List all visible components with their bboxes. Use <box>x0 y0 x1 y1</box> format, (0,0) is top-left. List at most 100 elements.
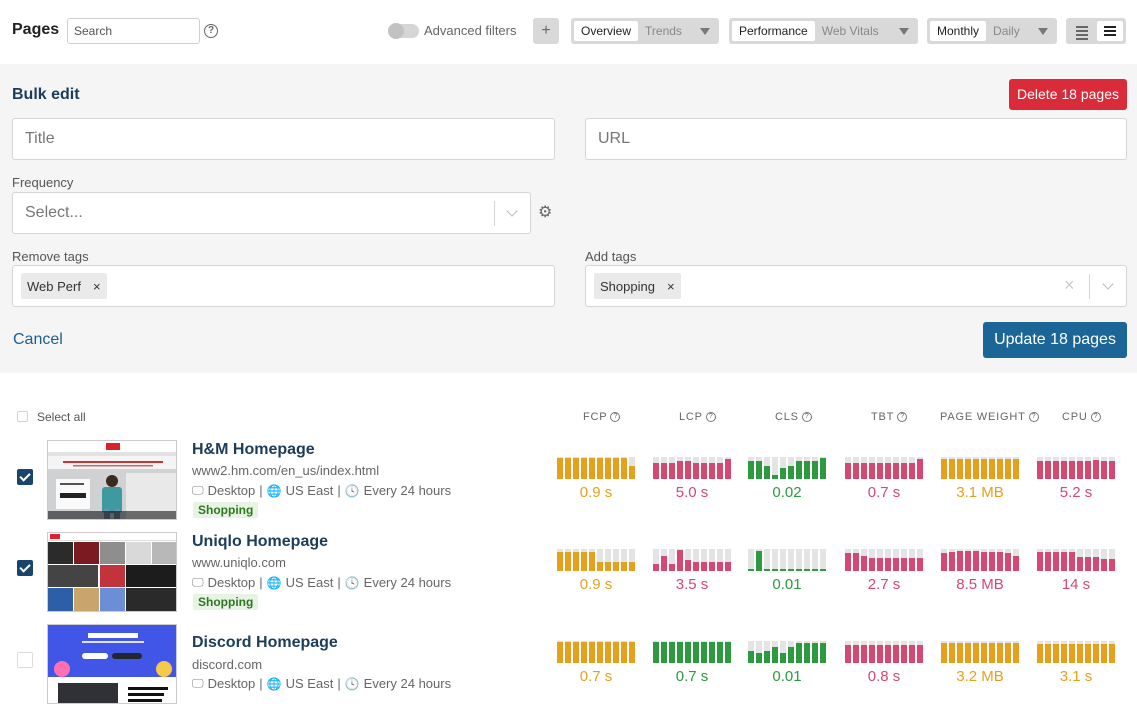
select-all-checkbox[interactable] <box>17 411 28 422</box>
layout-toggle <box>1066 18 1126 44</box>
remove-tag-icon[interactable]: × <box>92 278 101 294</box>
search-input[interactable] <box>67 18 200 44</box>
metric-tbt[interactable]: 2.7 s <box>845 549 925 593</box>
metric-value: 0.01 <box>772 576 802 593</box>
delete-pages-button[interactable]: Delete 18 pages <box>1009 79 1127 110</box>
frequency-select[interactable]: Select... <box>12 192 531 234</box>
chevron-down-icon[interactable] <box>1038 27 1048 35</box>
url-input[interactable] <box>586 119 1126 159</box>
top-bar: Pages ? Advanced filters + Overview Tren… <box>0 0 1137 64</box>
help-icon[interactable]: ? <box>897 412 908 422</box>
help-icon[interactable]: ? <box>705 412 716 422</box>
column-header-page-weight[interactable]: PAGE WEIGHT? <box>940 411 1039 423</box>
metric-lcp[interactable]: 3.5 s <box>653 549 733 593</box>
sparkline-bar <box>845 641 852 663</box>
column-header-cpu[interactable]: CPU? <box>1062 411 1101 423</box>
remove-tags-field[interactable]: Web Perf × <box>12 265 555 307</box>
page-url[interactable]: discord.com <box>192 657 263 672</box>
page-thumbnail[interactable] <box>47 440 177 520</box>
metric-tbt[interactable]: 0.8 s <box>845 641 925 685</box>
cancel-button[interactable]: Cancel <box>13 331 63 348</box>
metric-tbt[interactable]: 0.7 s <box>845 457 925 501</box>
table-row[interactable]: Discord Homepage discord.com 🖵 Desktop | 🌐… <box>0 624 1137 712</box>
clock-icon: 🕓 <box>344 676 360 691</box>
row-checkbox[interactable] <box>17 469 33 485</box>
chevron-down-icon[interactable] <box>700 27 710 35</box>
sparkline-bar <box>956 641 964 663</box>
metric-fcp[interactable]: 0.7 s <box>557 641 637 685</box>
remove-tag-icon[interactable]: × <box>666 278 675 294</box>
advanced-filters-toggle[interactable] <box>388 23 419 39</box>
sparkline-bar <box>948 457 956 479</box>
table-row[interactable]: H&M Homepage www2.hm.com/en_us/index.htm… <box>0 440 1137 540</box>
sparkline-bar <box>803 457 811 479</box>
sparkline-bar <box>1084 457 1092 479</box>
metric-cpu[interactable]: 5.2 s <box>1037 457 1117 501</box>
sparkline-bar-fill <box>620 458 628 479</box>
page-thumbnail[interactable] <box>47 624 177 704</box>
page-thumbnail[interactable] <box>47 532 177 612</box>
table-row[interactable]: Uniqlo Homepage www.uniqlo.com 🖵 Desktop |… <box>0 532 1137 632</box>
help-icon[interactable]: ? <box>1028 412 1039 422</box>
sparkline-bar-fill <box>1084 556 1092 571</box>
compact-view-button[interactable] <box>1069 21 1095 41</box>
column-header-tbt[interactable]: TBT? <box>871 411 908 423</box>
column-header-fcp[interactable]: FCP? <box>583 411 621 423</box>
sparkline-bar-fill <box>620 562 628 571</box>
title-input[interactable] <box>13 119 554 159</box>
metric-cpu[interactable]: 3.1 s <box>1037 641 1117 685</box>
row-checkbox[interactable] <box>17 560 33 576</box>
chevron-down-icon[interactable] <box>1102 278 1114 290</box>
metric-cls[interactable]: 0.01 <box>748 641 828 685</box>
help-icon[interactable]: ? <box>610 412 621 422</box>
chevron-down-icon[interactable] <box>899 27 909 35</box>
tab-monthly[interactable]: Monthly <box>930 21 987 41</box>
metric-fcp[interactable]: 0.9 s <box>557 457 637 501</box>
list-view-button[interactable] <box>1097 21 1123 41</box>
page-title: Pages <box>12 21 60 38</box>
help-icon[interactable]: ? <box>801 412 812 422</box>
tab-web-vitals[interactable]: Web Vitals <box>821 24 879 38</box>
page-name[interactable]: H&M Homepage <box>192 441 315 458</box>
metric-fcp[interactable]: 0.9 s <box>557 549 637 593</box>
metric-page-weight[interactable]: 8.5 MB <box>941 549 1021 593</box>
page-url[interactable]: www.uniqlo.com <box>192 555 286 570</box>
sparkline-bar-fill <box>748 568 755 571</box>
url-field[interactable] <box>585 118 1127 160</box>
column-header-lcp[interactable]: LCP? <box>679 411 716 423</box>
column-header-cls[interactable]: CLS? <box>775 411 812 423</box>
add-tags-field[interactable]: Shopping × × <box>585 265 1127 307</box>
add-filter-button[interactable]: + <box>533 18 559 44</box>
update-pages-button[interactable]: Update 18 pages <box>983 322 1127 358</box>
page-tag[interactable]: Shopping <box>193 502 259 518</box>
metric-lcp[interactable]: 0.7 s <box>653 641 733 685</box>
sparkline-bar <box>596 457 604 479</box>
page-tag[interactable]: Shopping <box>193 594 259 610</box>
sparkline-bar-fill <box>964 643 972 663</box>
metric-page-weight[interactable]: 3.1 MB <box>941 457 1021 501</box>
metric-cls[interactable]: 0.01 <box>748 549 828 593</box>
clear-icon[interactable]: × <box>1064 275 1075 295</box>
sparkline-bar <box>884 457 892 479</box>
page-name[interactable]: Discord Homepage <box>192 634 338 651</box>
tab-performance[interactable]: Performance <box>732 21 815 41</box>
page-name[interactable]: Uniqlo Homepage <box>192 533 329 550</box>
gear-icon[interactable]: ⚙ <box>538 204 553 221</box>
tab-daily[interactable]: Daily <box>993 24 1020 38</box>
sparkline-bar-fill <box>916 459 924 479</box>
sparkline-bar <box>716 641 724 663</box>
page-url[interactable]: www2.hm.com/en_us/index.html <box>192 463 380 478</box>
help-icon[interactable]: ? <box>204 24 218 38</box>
title-field[interactable] <box>12 118 555 160</box>
chevron-down-icon[interactable] <box>506 205 518 217</box>
sparkline-bar <box>1052 641 1060 663</box>
tab-trends[interactable]: Trends <box>645 24 682 38</box>
row-checkbox[interactable] <box>17 652 33 668</box>
tab-overview[interactable]: Overview <box>574 21 639 41</box>
metric-cpu[interactable]: 14 s <box>1037 549 1117 593</box>
metric-lcp[interactable]: 5.0 s <box>653 457 733 501</box>
metric-page-weight[interactable]: 3.2 MB <box>941 641 1021 685</box>
sparkline-bar-fill <box>604 642 612 663</box>
metric-cls[interactable]: 0.02 <box>748 457 828 501</box>
help-icon[interactable]: ? <box>1090 412 1101 422</box>
